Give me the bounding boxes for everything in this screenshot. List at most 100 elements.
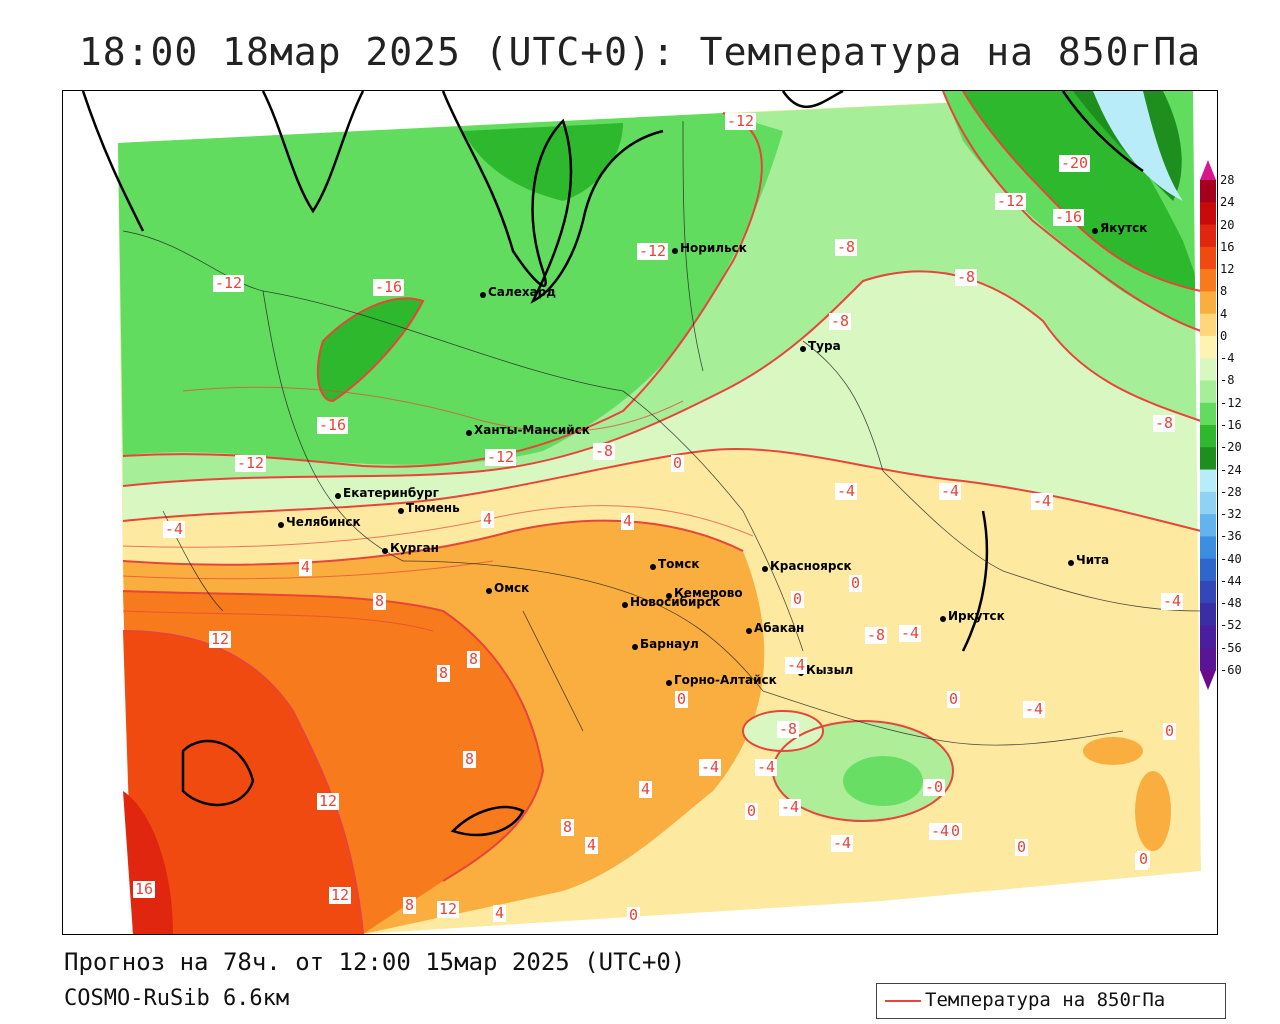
city-label: Барнаул [640,637,699,651]
colorbar-tick-label: 8 [1220,284,1228,299]
contour-value-label: 4 [621,512,635,530]
city-marker [746,628,752,634]
colorbar-swatch [1200,202,1216,226]
contour-value-label: 0 [947,690,961,708]
colorbar-tick-label: -40 [1220,551,1242,566]
contour-value-label: 0 [627,906,641,924]
colorbar-tick-label: -24 [1220,462,1242,477]
colorbar-tick-label: -48 [1220,596,1242,611]
contour-value-label: -0 [923,778,946,796]
legend-line-swatch [885,1000,921,1002]
city-marker [762,566,768,572]
contour-value-label: 4 [493,904,507,922]
field-east-warm2 [1135,771,1171,851]
forecast-info: Прогноз на 78ч. от 12:00 15мар 2025 (UTC… [64,948,686,976]
colorbar-tick-label: -12 [1220,395,1242,410]
colorbar-tick-label: 16 [1220,239,1235,254]
contour-value-label: -4 [785,656,808,674]
colorbar-tick-label: 4 [1220,306,1228,321]
colorbar-swatch [1200,358,1216,381]
colorbar-bottom-arrow [1200,670,1216,690]
colorbar-swatch [1200,514,1216,537]
contour-value-label: 4 [585,836,599,854]
contour-value-label: 0 [949,822,963,840]
colorbar-tick-label: 24 [1220,195,1235,210]
colorbar-tick-label: -8 [1220,373,1235,388]
colorbar-tick-label: -20 [1220,440,1242,455]
city-marker [622,602,628,608]
contour-value-label: 16 [133,880,156,898]
colorbar-tick-label: -60 [1220,663,1242,677]
contour-value-label: 0 [1137,850,1151,868]
colorbar-swatch [1200,603,1216,626]
field-minus12 [118,113,783,465]
field-minus16 [317,298,423,401]
field-minus24 [1093,91,1183,201]
city-label: Екатеринбург [343,486,439,500]
colorbar-swatch [1200,647,1216,671]
contour-value-label: -4 [1161,592,1184,610]
contour-value-label: 0 [791,590,805,608]
contour-value-label: -12 [725,112,757,130]
contour-value-label: -8 [1153,414,1176,432]
city-marker [666,593,672,599]
contour-value-label: -16 [1053,208,1085,226]
contour-value-label: 8 [463,750,477,768]
contour-value-label: 8 [437,664,451,682]
city-label: Иркутск [948,609,1005,623]
city-label: Красноярск [770,559,852,573]
city-label: Тюмень [406,501,460,515]
contour-value-label: -12 [235,454,267,472]
map-canvas [63,91,1217,934]
colorbar-swatch [1200,180,1216,203]
contour-value-label: 8 [561,818,575,836]
city-marker [1092,228,1098,234]
contour-value-label: -4 [929,822,952,840]
city-label: Челябинск [286,515,361,529]
model-info: COSMO-RuSib 6.6км [64,986,290,1011]
contour-value-label: 0 [849,574,863,592]
city-label: Чита [1076,553,1110,567]
contour-value-label: 0 [745,802,759,820]
colorbar-swatch [1200,580,1216,604]
colorbar-tick-label: 0 [1220,328,1228,343]
city-label: Омск [494,581,530,595]
contour-value-label: -4 [163,520,186,538]
city-marker [672,248,678,254]
contour-value-label: 0 [1015,838,1029,856]
city-label: Абакан [754,621,805,635]
contour-value-label: 12 [437,900,460,918]
contour-value-label: 0 [671,454,685,472]
contour-value-label: -4 [779,798,802,816]
city-marker [632,644,638,650]
contour-value-label: 4 [481,510,495,528]
field-east-warm [1083,737,1143,765]
colorbar-swatch [1200,246,1216,270]
isotherm-lines [122,91,1202,934]
contour-value-label: 0 [1163,722,1177,740]
city-marker [382,548,388,554]
map-legend: Температура на 850гПа [876,983,1226,1019]
field-altai-cold2 [843,756,923,806]
colorbar-top-arrow [1200,160,1216,180]
colorbar-swatch [1200,625,1216,649]
contour-value-label: -4 [835,482,858,500]
city-label: Ханты-Мансийск [474,423,590,437]
contour-value-label: 12 [317,792,340,810]
contour-value-label: -4 [831,834,854,852]
field-minus16-east [963,91,1201,291]
contour-value-label: -8 [865,626,888,644]
contour-value-label: -12 [637,242,669,260]
colorbar-tick-label: -56 [1220,640,1242,655]
field-minus16-north [463,123,623,201]
colorbar-tick-label: 12 [1220,262,1235,277]
contour-value-label: -4 [939,482,962,500]
colorbar-tick-label: -28 [1220,484,1242,499]
colorbar-tick-label: -36 [1220,529,1242,544]
city-marker [480,292,486,298]
contour-value-label: -16 [317,416,349,434]
colorbar-swatch [1200,269,1216,292]
city-label: Кемерово [674,586,743,600]
colorbar-tick-label: 20 [1220,217,1235,232]
colorbar-swatch [1200,447,1216,471]
